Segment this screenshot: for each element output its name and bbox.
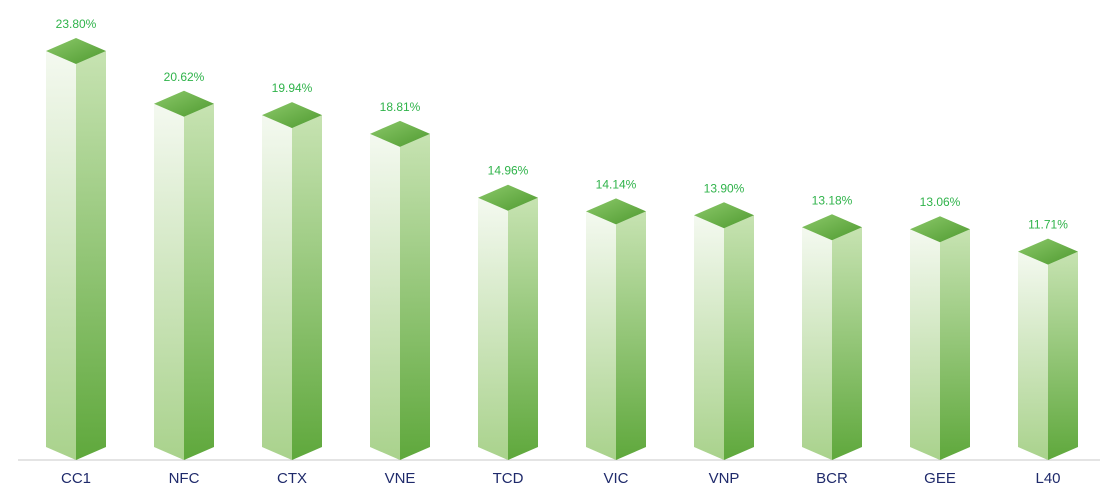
bar-top-face bbox=[154, 90, 214, 117]
bar-side-face bbox=[76, 51, 106, 460]
bar-top-face bbox=[370, 120, 430, 147]
data-label: 13.18% bbox=[812, 193, 853, 207]
bars-layer bbox=[46, 38, 1078, 461]
bar-top-face bbox=[694, 202, 754, 229]
bar-side-face bbox=[508, 197, 538, 460]
bar-nfc bbox=[154, 90, 214, 460]
x-tick-label: VNE bbox=[385, 470, 416, 487]
bar-front-face bbox=[586, 211, 616, 460]
bar-vne bbox=[370, 120, 430, 460]
bar-side-face bbox=[400, 133, 430, 460]
labels-layer: 23.80% CC1 20.62% NFC 19.94% CTX 18.81% VNE 14.9… bbox=[56, 17, 1069, 487]
bar-bcr bbox=[802, 214, 862, 460]
bar-front-face bbox=[802, 227, 832, 460]
bar-side-face bbox=[940, 229, 970, 460]
bar-top-face bbox=[1018, 238, 1078, 265]
bar-top-face bbox=[46, 38, 106, 64]
x-tick-label: CC1 bbox=[61, 470, 91, 487]
bar-side-face bbox=[1048, 251, 1078, 460]
bar-top-face bbox=[910, 216, 970, 243]
bar-front-face bbox=[694, 215, 724, 460]
x-tick-label: TCD bbox=[493, 470, 524, 487]
data-label: 18.81% bbox=[380, 100, 421, 114]
data-label: 19.94% bbox=[272, 81, 313, 95]
bar-gee bbox=[910, 216, 970, 460]
bar-front-face bbox=[370, 133, 400, 460]
x-tick-label: L40 bbox=[1035, 470, 1060, 487]
bar-front-face bbox=[910, 229, 940, 460]
x-tick-label: NFC bbox=[169, 470, 200, 487]
x-tick-label: VIC bbox=[603, 470, 628, 487]
bar-side-face bbox=[616, 211, 646, 460]
data-label: 13.06% bbox=[920, 195, 961, 209]
data-label: 14.14% bbox=[596, 177, 637, 191]
bar-top-face bbox=[802, 214, 862, 241]
data-label: 14.96% bbox=[488, 164, 529, 178]
x-tick-label: CTX bbox=[277, 470, 307, 487]
bar-side-face bbox=[184, 103, 214, 460]
bar-top-face bbox=[262, 102, 322, 129]
bar-front-face bbox=[1018, 251, 1048, 460]
bar-top-face bbox=[586, 198, 646, 225]
data-label: 23.80% bbox=[56, 17, 97, 31]
bar-vic bbox=[586, 198, 646, 460]
bar-top-face bbox=[478, 184, 538, 211]
x-tick-label: VNP bbox=[709, 470, 740, 487]
bar-front-face bbox=[46, 51, 76, 460]
data-label: 20.62% bbox=[164, 70, 205, 84]
bar-front-face bbox=[478, 197, 508, 460]
bar-ctx bbox=[262, 102, 322, 461]
bar-front-face bbox=[154, 103, 184, 460]
bar-side-face bbox=[724, 215, 754, 460]
data-label: 13.90% bbox=[704, 181, 745, 195]
bar-front-face bbox=[262, 115, 292, 461]
bar-side-face bbox=[292, 115, 322, 461]
x-tick-label: BCR bbox=[816, 470, 848, 487]
bar-cc1 bbox=[46, 38, 106, 460]
bar-side-face bbox=[832, 227, 862, 460]
data-label: 11.71% bbox=[1028, 218, 1068, 232]
x-tick-label: GEE bbox=[924, 470, 956, 487]
bar-tcd bbox=[478, 184, 538, 460]
bar-vnp bbox=[694, 202, 754, 460]
bar-l40 bbox=[1018, 238, 1078, 460]
